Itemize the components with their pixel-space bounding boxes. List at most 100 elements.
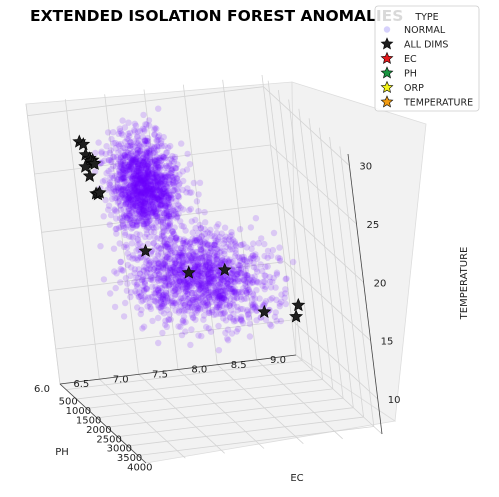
normal-point: [176, 278, 184, 285]
normal-point: [128, 209, 135, 216]
normal-point: [186, 253, 194, 260]
normal-point: [111, 268, 118, 275]
normal-point: [137, 178, 145, 185]
normal-point: [208, 274, 215, 281]
normal-point: [224, 279, 231, 287]
normal-point: [142, 179, 150, 186]
normal-point: [234, 303, 241, 311]
normal-point: [127, 217, 134, 224]
normal-point: [110, 174, 118, 181]
normal-point: [128, 158, 136, 165]
normal-point: [131, 185, 139, 192]
normal-point: [147, 152, 154, 159]
normal-point: [207, 275, 214, 282]
normal-point: [158, 262, 165, 269]
normal-point: [151, 297, 158, 304]
normal-point: [166, 176, 173, 183]
normal-point: [193, 257, 200, 264]
normal-point: [206, 288, 213, 295]
normal-point: [237, 316, 244, 323]
normal-point: [204, 301, 211, 309]
normal-point: [252, 215, 260, 222]
normal-point: [133, 182, 141, 189]
normal-point: [194, 258, 201, 266]
normal-point: [132, 171, 139, 178]
normal-point: [138, 177, 146, 184]
normal-point: [189, 276, 196, 283]
normal-point: [240, 256, 247, 264]
normal-point: [161, 261, 168, 268]
normal-point: [232, 289, 240, 296]
normal-point: [215, 304, 222, 311]
normal-point: [224, 280, 231, 288]
ec-gridline: [288, 99, 324, 380]
normal-point: [198, 254, 205, 262]
normal-point: [188, 289, 196, 297]
normal-point: [157, 180, 164, 187]
normal-point: [197, 238, 204, 245]
normal-point: [115, 141, 122, 148]
normal-point: [164, 200, 171, 207]
normal-point: [135, 171, 142, 179]
normal-point: [175, 287, 182, 295]
normal-point: [121, 152, 128, 159]
normal-point: [129, 175, 136, 182]
normal-point: [171, 187, 178, 194]
normal-point: [119, 175, 126, 182]
normal-point: [127, 289, 135, 296]
normal-point: [182, 278, 190, 285]
normal-point: [221, 277, 228, 285]
normal-point: [142, 215, 149, 223]
normal-point: [135, 140, 142, 147]
normal-point: [189, 279, 196, 286]
normal-point: [127, 203, 134, 210]
normal-point: [103, 143, 110, 150]
normal-point: [144, 161, 152, 168]
anomaly-star: [76, 137, 91, 151]
normal-point: [173, 186, 181, 193]
ph-gridline: [217, 364, 304, 444]
temp-gridline: [48, 261, 285, 292]
normal-point: [133, 139, 140, 147]
normal-point: [164, 164, 171, 171]
normal-point: [148, 147, 155, 154]
normal-point: [136, 206, 144, 213]
normal-point: [141, 263, 148, 270]
normal-point: [190, 251, 197, 258]
normal-point: [172, 291, 180, 298]
normal-point: [131, 181, 138, 189]
normal-point: [136, 176, 143, 183]
normal-point: [143, 187, 151, 195]
normal-point: [155, 180, 162, 187]
normal-point: [134, 256, 141, 264]
normal-point: [140, 189, 147, 197]
normal-point: [143, 179, 150, 186]
normal-point: [142, 137, 149, 145]
normal-point: [180, 285, 187, 292]
normal-point: [141, 293, 149, 300]
normal-point: [236, 275, 243, 283]
normal-point: [167, 240, 174, 247]
normal-point: [103, 170, 110, 177]
normal-point: [137, 175, 144, 182]
normal-point: [246, 333, 254, 340]
normal-point: [146, 163, 153, 170]
normal-point: [141, 168, 149, 176]
normal-point: [123, 148, 130, 156]
normal-point: [181, 277, 188, 285]
normal-point: [255, 240, 262, 247]
normal-point: [183, 257, 190, 265]
normal-point: [159, 152, 166, 160]
normal-point: [152, 212, 160, 220]
normal-point: [146, 265, 153, 272]
normal-point: [243, 289, 250, 296]
normal-point: [227, 300, 234, 307]
normal-point: [178, 222, 185, 230]
normal-point: [221, 258, 228, 265]
normal-point: [116, 215, 124, 222]
normal-point: [171, 257, 178, 264]
normal-point: [172, 307, 179, 314]
normal-point: [277, 317, 285, 325]
normal-point: [141, 192, 148, 199]
normal-point: [140, 180, 147, 187]
